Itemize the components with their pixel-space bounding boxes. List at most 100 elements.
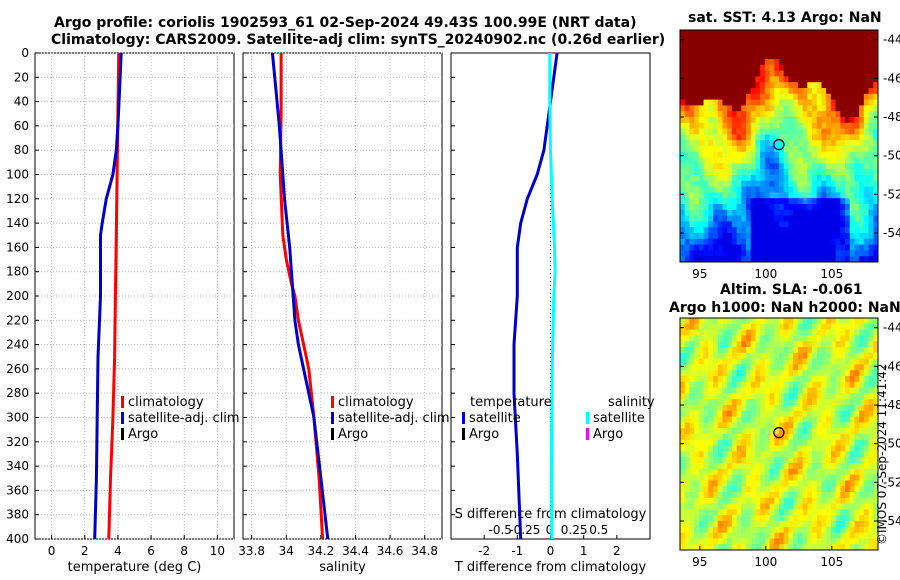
sst-map-cell <box>698 111 704 118</box>
sst-map-cell <box>769 70 775 77</box>
sla-map-cell <box>797 457 803 464</box>
sst-map-cell <box>783 163 789 170</box>
sla-map-cell <box>797 474 803 481</box>
sst-map-cell <box>797 256 803 263</box>
sla-map-cell <box>830 335 836 342</box>
sst-map-cell <box>750 93 756 100</box>
sst-map-cell <box>845 209 851 216</box>
sla-map-cell <box>727 335 733 342</box>
sla-map-cell <box>708 439 714 446</box>
sst-map-cell <box>873 76 879 83</box>
sst-map-cell <box>873 175 879 182</box>
sst-map-cell <box>703 186 709 193</box>
sst-map-cell <box>854 151 860 158</box>
sst-map-cell <box>797 134 803 141</box>
sla-map-cell <box>703 515 709 522</box>
sla-map-cell <box>680 399 686 406</box>
sst-map-cell <box>755 157 761 164</box>
sst-map-cell <box>812 238 818 245</box>
sst-map-cell <box>722 117 728 124</box>
sla-map-cell <box>713 352 719 359</box>
sst-map-cell <box>840 238 846 245</box>
sla-map-cell <box>698 387 704 394</box>
sla-map-cell <box>859 381 865 388</box>
sla-map-cell <box>680 463 686 470</box>
sst-map-cell <box>845 76 851 83</box>
sla-map-cell <box>708 497 714 504</box>
salinity-legend-title: salinity <box>608 395 655 410</box>
sst-map-cell <box>689 134 695 141</box>
sla-map-cell <box>849 538 855 545</box>
sst-map-cell <box>703 169 709 176</box>
sla-map-cell <box>859 503 865 510</box>
sla-map-cell <box>859 457 865 464</box>
sst-map-cell <box>764 128 770 135</box>
sst-map-cell <box>821 82 827 89</box>
sst-map-cell <box>835 169 841 176</box>
sst-map-cell <box>750 250 756 257</box>
sst-map-cell <box>746 175 752 182</box>
sla-map-cell <box>807 329 813 336</box>
sla-map-cell <box>746 480 752 487</box>
sla-map-cell <box>807 463 813 470</box>
sla-map-cell <box>713 399 719 406</box>
sst-map-cell <box>731 175 737 182</box>
sst-map-cell <box>708 35 714 42</box>
sla-map-cell <box>727 515 733 522</box>
sst-map-cell <box>797 30 803 37</box>
sst-map-cell <box>694 82 700 89</box>
sst-map-cell <box>713 35 719 42</box>
sst-map-cell <box>741 82 747 89</box>
sla-map-cell <box>769 434 775 441</box>
sst-map-cell <box>713 151 719 158</box>
sla-map-cell <box>812 352 818 359</box>
sla-map-cell <box>680 364 686 371</box>
sla-map-cell <box>760 463 766 470</box>
sst-map-cell <box>680 117 686 124</box>
sla-map-cell <box>797 358 803 365</box>
sla-map-cell <box>750 486 756 493</box>
sla-map-cell <box>774 410 780 417</box>
sla-map-cell <box>680 381 686 388</box>
y-tick-label: 60 <box>14 119 29 133</box>
sst-map-cell <box>835 128 841 135</box>
sst-map-cell <box>689 221 695 228</box>
sla-map-cell <box>755 329 761 336</box>
sst-map-cell <box>727 53 733 60</box>
sla-map-cell <box>812 468 818 475</box>
sst-map-cell <box>680 250 686 257</box>
sst-map-cell <box>845 70 851 77</box>
sla-map-cell <box>845 422 851 429</box>
sst-map-cell <box>854 41 860 48</box>
sla-map-cell <box>769 399 775 406</box>
sla-map-cell <box>793 329 799 336</box>
sla-map-cell <box>849 492 855 499</box>
sst-map-cell <box>868 82 874 89</box>
sst-map-cell <box>835 209 841 216</box>
sla-map-cell <box>727 376 733 383</box>
sst-map-cell <box>689 244 695 251</box>
sst-map-cell <box>854 35 860 42</box>
sst-map-cell <box>703 76 709 83</box>
sla-map-cell <box>783 526 789 533</box>
sla-map-cell <box>680 335 686 342</box>
sla-map-cell <box>760 323 766 330</box>
sst-map-cell <box>802 244 808 251</box>
sla-map-cell <box>722 399 728 406</box>
sla-map-cell <box>788 358 794 365</box>
sst-map-cell <box>783 88 789 95</box>
sst-map-cell <box>755 47 761 54</box>
sla-map-cell <box>694 428 700 435</box>
sst-map-cell <box>812 175 818 182</box>
sla-map-cell <box>835 405 841 412</box>
sst-map-cell <box>793 256 799 263</box>
sla-map-cell <box>849 352 855 359</box>
sla-map-cell <box>845 474 851 481</box>
sst-map-cell <box>835 122 841 129</box>
sla-map-cell <box>868 347 874 354</box>
sst-map-cell <box>713 238 719 245</box>
sst-map-cell <box>708 99 714 106</box>
sla-map-cell <box>684 416 690 423</box>
sst-map-cell <box>708 157 714 164</box>
sst-map-cell <box>746 41 752 48</box>
